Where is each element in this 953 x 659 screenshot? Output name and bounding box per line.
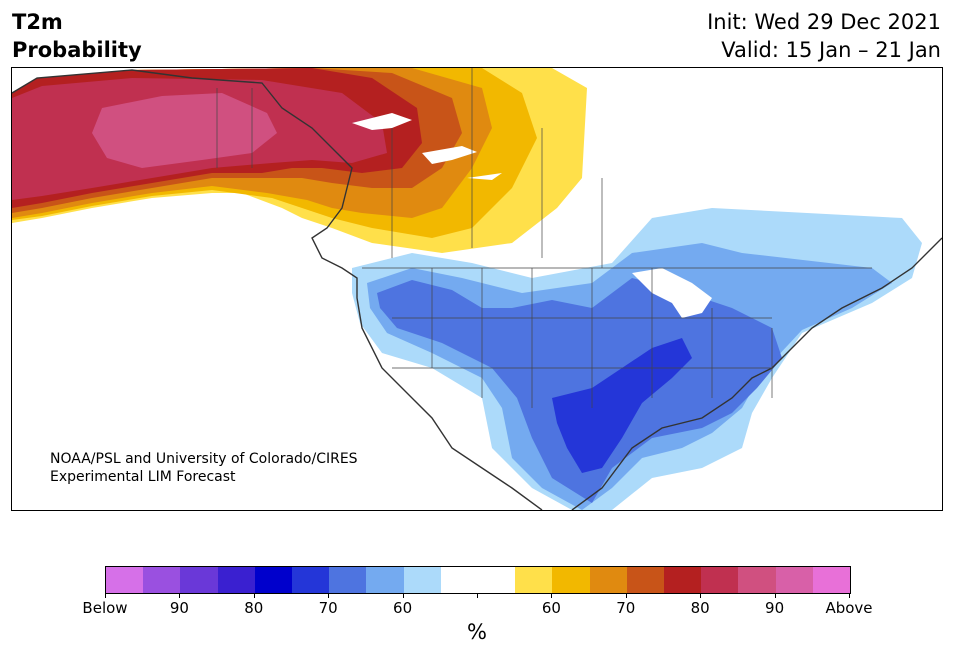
colorbar-segment xyxy=(180,567,218,593)
state-borders xyxy=(216,68,872,408)
title-line-1: T2m xyxy=(12,10,63,34)
credit-text: NOAA/PSL and University of Colorado/CIRE… xyxy=(50,450,358,486)
colorbar-unit: % xyxy=(467,620,487,644)
colorbar-segment xyxy=(775,567,813,593)
colorbar-tick xyxy=(774,593,776,598)
map-panel: NOAA/PSL and University of Colorado/CIRE… xyxy=(11,67,943,511)
colorbar-segment xyxy=(440,567,479,593)
colorbar-segment xyxy=(106,567,144,593)
colorbar-tick-label: 60 xyxy=(393,599,413,617)
colorbar-tick-label: 80 xyxy=(690,599,710,617)
colorbar-tick-label: 70 xyxy=(318,599,338,617)
colorbar-tick-label: Above xyxy=(825,599,873,617)
colorbar-segment xyxy=(366,567,404,593)
colorbar-tick xyxy=(700,593,702,598)
colorbar-segment xyxy=(664,567,702,593)
credit-line-2: Experimental LIM Forecast xyxy=(50,469,236,485)
colorbar-segment xyxy=(254,567,293,593)
cold-70-region xyxy=(377,278,782,503)
colorbar-tick xyxy=(849,593,850,598)
colorbar-tick xyxy=(402,593,404,598)
colorbar-segment xyxy=(812,567,851,593)
colorbar-tick xyxy=(179,593,181,598)
colorbar-segment xyxy=(143,567,181,593)
forecast-dates: Init: Wed 29 Dec 2021 Valid: 15 Jan – 21… xyxy=(707,8,941,64)
colorbar-segment xyxy=(329,567,367,593)
colorbar-segment xyxy=(738,567,776,593)
cold-75-region xyxy=(552,338,692,473)
colorbar-tick xyxy=(477,593,478,598)
credit-line-1: NOAA/PSL and University of Colorado/CIRE… xyxy=(50,451,358,467)
colorbar-tick-label: 60 xyxy=(541,599,561,617)
colorbar-segment xyxy=(478,567,516,593)
colorbar-tick xyxy=(328,593,330,598)
probability-colorbar xyxy=(105,566,851,594)
colorbar-tick xyxy=(625,593,627,598)
colorbar-tick-label: Below xyxy=(82,599,128,617)
valid-dates: Valid: 15 Jan – 21 Jan xyxy=(721,38,941,62)
colorbar-segment xyxy=(515,567,553,593)
title-line-2: Probability xyxy=(12,38,142,62)
colorbar-segment xyxy=(217,567,255,593)
colorbar-tick-label: 80 xyxy=(244,599,264,617)
map-title: T2m Probability xyxy=(12,8,142,64)
colorbar-tick-label: 90 xyxy=(765,599,785,617)
colorbar-tick xyxy=(253,593,255,598)
colorbar-segment xyxy=(292,567,330,593)
colorbar-segment xyxy=(552,567,590,593)
colorbar-tick-label: 90 xyxy=(169,599,189,617)
colorbar-segment xyxy=(701,567,739,593)
colorbar-segment xyxy=(626,567,665,593)
colorbar-segment xyxy=(589,567,627,593)
warm-90-region xyxy=(92,93,277,168)
colorbar-tick xyxy=(551,593,553,598)
colorbar-segment xyxy=(403,567,441,593)
colorbar-tick xyxy=(105,593,106,598)
probability-map xyxy=(12,68,942,510)
lakes xyxy=(352,113,712,318)
init-date: Init: Wed 29 Dec 2021 xyxy=(707,10,941,34)
colorbar-tick-label: 70 xyxy=(616,599,636,617)
